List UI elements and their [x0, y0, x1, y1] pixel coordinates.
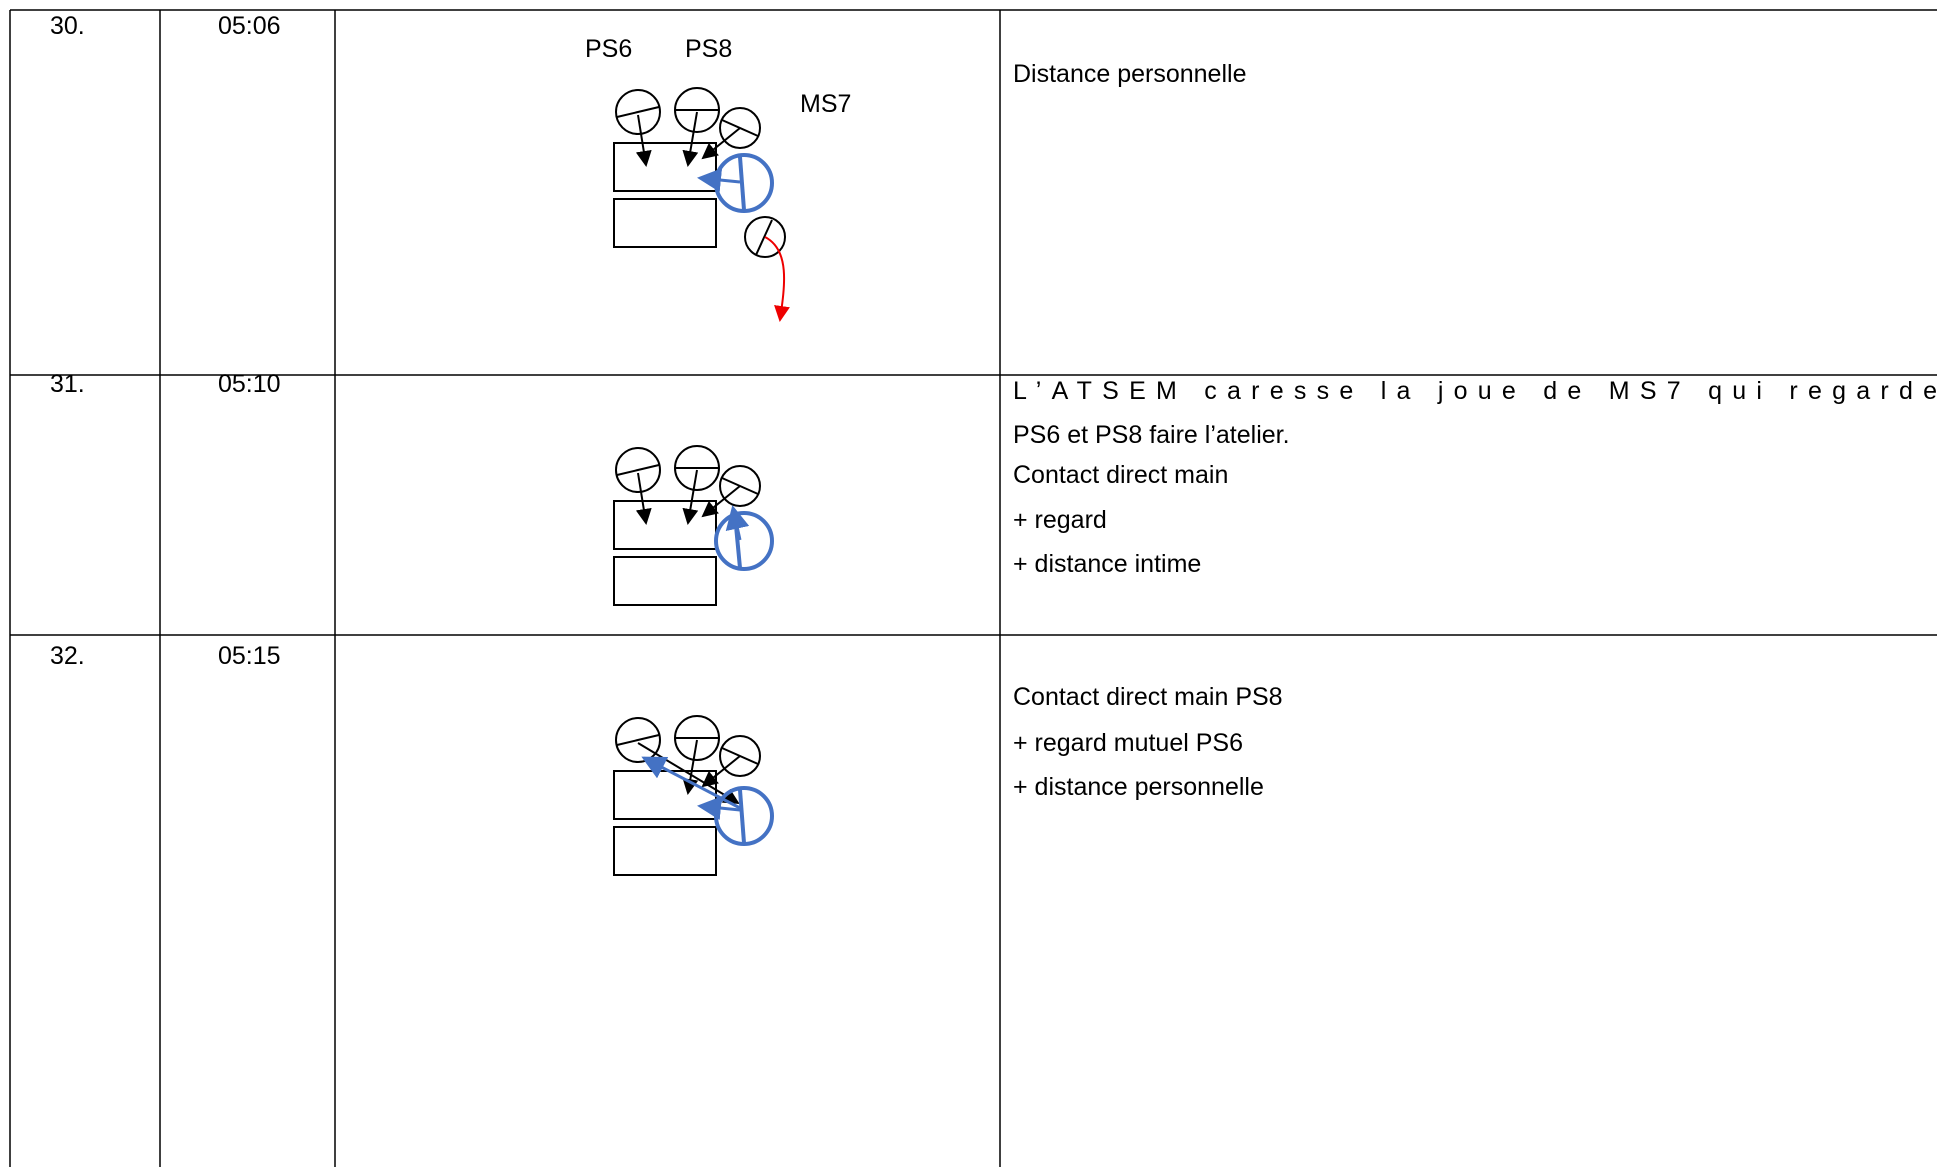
description-line: L’ATSEM caresse la joue de MS7 qui regar… — [1013, 377, 1937, 405]
description-line: Distance personnelle — [1013, 60, 1246, 88]
description-line: + distance personnelle — [1013, 773, 1264, 801]
description-line: Contact direct main PS8 — [1013, 683, 1283, 711]
row-number: 32. — [50, 642, 85, 670]
description-line: + regard mutuel PS6 — [1013, 729, 1243, 757]
description-line: + regard — [1013, 506, 1107, 534]
description-line: + distance intime — [1013, 550, 1201, 578]
diagram — [613, 715, 774, 876]
description-line: PS6 et PS8 faire l’atelier. — [1013, 421, 1290, 449]
diagram-label: PS6 — [585, 35, 632, 63]
table-grid — [9, 9, 1937, 1167]
diagram — [613, 445, 774, 606]
row-number: 31. — [50, 370, 85, 398]
row-number: 30. — [50, 12, 85, 40]
description-line: Contact direct main — [1013, 461, 1228, 489]
row-time: 05:06 — [218, 12, 281, 40]
diagram — [613, 87, 790, 322]
diagram-label: PS8 — [685, 35, 732, 63]
row-time: 05:10 — [218, 370, 281, 398]
diagram-label: MS7 — [800, 90, 851, 118]
row-time: 05:15 — [218, 642, 281, 670]
